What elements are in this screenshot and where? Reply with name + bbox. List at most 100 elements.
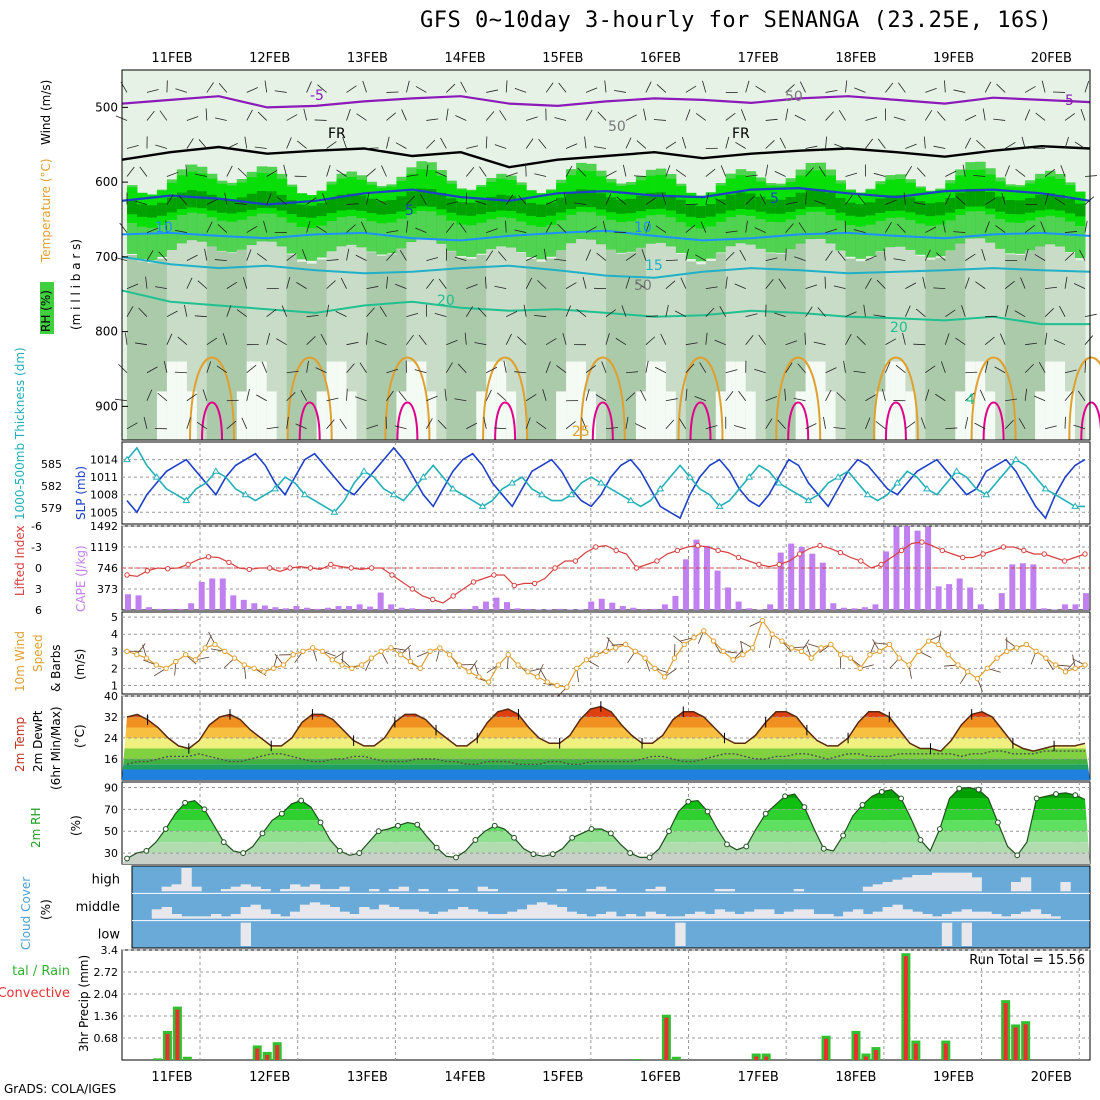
- temperature-axis-label: Temperature (°C): [39, 158, 53, 263]
- upper-wind-barb: [415, 227, 427, 233]
- wind-speed-marker: [779, 638, 785, 644]
- upper-wind-barb: [845, 333, 852, 345]
- contour-label: 50: [634, 278, 652, 294]
- cloud-cover-bar: [250, 904, 261, 919]
- cloud-cover-bar: [606, 889, 617, 892]
- isotherm-25-loop: [189, 356, 235, 441]
- rh-shade-lower: [695, 264, 707, 440]
- upper-wind-barb: [206, 82, 214, 93]
- upper-wind-barb: [895, 364, 906, 374]
- minmax-axis-label: (6hr Min/Max): [49, 707, 63, 791]
- cloud-cover-bar: [635, 916, 647, 919]
- upper-wind-barb: [226, 281, 238, 289]
- cloud-cover-bar: [645, 889, 656, 892]
- rh-shade-lower: [1065, 252, 1076, 440]
- upper-wind-barb: [426, 418, 433, 429]
- rh-marker: [704, 808, 711, 815]
- upper-wind-barb: [217, 224, 228, 233]
- precip-convective-bar: [824, 1038, 829, 1060]
- rh-marker: [685, 798, 692, 805]
- rh-marker: [665, 828, 672, 835]
- wind-speed-marker: [554, 682, 560, 689]
- upper-wind-barb: [825, 367, 837, 374]
- wind-speed-marker: [955, 662, 961, 668]
- upper-wind-barb: [945, 427, 958, 430]
- upper-wind-barb: [286, 114, 298, 121]
- cloud-cover-bar: [922, 914, 933, 919]
- upper-wind-barb: [685, 388, 688, 401]
- upper-wind-barb: [584, 136, 587, 149]
- upper-wind-barb: [286, 276, 291, 289]
- cloud-cover-bar: [418, 911, 429, 919]
- cloud-cover-bar: [813, 914, 824, 919]
- cloud-cover-bar: [290, 911, 301, 919]
- cloud-cover-bar: [280, 889, 291, 892]
- upper-wind-barb: [660, 333, 667, 345]
- upper-wind-barb: [525, 255, 538, 261]
- upper-wind-barb: [445, 362, 453, 373]
- cloud-cover-bar: [685, 914, 696, 919]
- wind-speed-marker: [798, 648, 805, 654]
- cloud-cover-bar: [961, 909, 972, 919]
- isotherm-30-loop: [787, 401, 810, 441]
- upper-wind-barb: [885, 82, 894, 93]
- upper-wind-barb: [1040, 221, 1046, 233]
- upper-wind-barb: [166, 171, 179, 177]
- rh-shade-lower: [1035, 245, 1046, 440]
- rh-marker: [762, 810, 769, 817]
- upper-wind-barb: [702, 80, 707, 93]
- cloud-cover-bar: [912, 875, 923, 892]
- upper-wind-barb: [1084, 220, 1088, 233]
- precip-conv-label: Convective: [0, 986, 70, 1001]
- isotherm-30-loop: [982, 401, 1005, 441]
- cloud-cover-bar: [655, 886, 666, 892]
- upper-wind-barb: [186, 277, 193, 289]
- cloud-cover-bar: [339, 886, 350, 892]
- upper-wind-barb: [1065, 231, 1078, 233]
- temp-color-band: [122, 738, 1090, 749]
- rh-tick-label: 50: [104, 825, 118, 838]
- upper-wind-barb: [993, 118, 1006, 121]
- rh-shade-lower: [875, 251, 886, 440]
- upper-wind-barb: [774, 170, 786, 177]
- li-tick-label: -3: [31, 541, 42, 554]
- li-axis-label: Lifted Index: [13, 525, 27, 596]
- rh-shade-band: [326, 198, 338, 214]
- thickness-marker: [952, 467, 961, 474]
- upper-wind-barb: [526, 116, 538, 121]
- wind-speed-marker: [417, 665, 423, 672]
- upper-wind-barb: [537, 280, 547, 289]
- cape-bar: [798, 546, 805, 610]
- upper-wind-barb: [976, 140, 986, 149]
- upper-wind-barb: [346, 388, 348, 401]
- upper-wind-barb: [460, 81, 467, 93]
- cloud-cover-bar: [161, 886, 173, 892]
- upper-wind-barb: [585, 226, 597, 233]
- cloud-cover-bar: [388, 889, 400, 892]
- contour-label: 5: [405, 203, 414, 219]
- cape-bar: [809, 553, 816, 610]
- cape-bar: [125, 594, 131, 610]
- upper-wind-barb: [286, 392, 296, 402]
- cape-bar: [914, 530, 921, 610]
- rh-dry-bubble: [316, 391, 328, 440]
- isotherm-25-loop: [482, 356, 529, 441]
- cape-bar: [1040, 608, 1047, 610]
- upper-wind-barb: [924, 249, 931, 261]
- cape-bar: [893, 526, 900, 610]
- rh-shade-lower: [236, 249, 248, 440]
- upper-wind-barb: [306, 197, 317, 205]
- upper-wind-barb: [246, 388, 250, 401]
- cloud-cover-bar: [230, 886, 242, 892]
- cloud-cover-bar: [408, 909, 419, 919]
- rh-shade-band: [156, 202, 168, 216]
- rh-shade-band: [546, 202, 557, 216]
- wind-speed-marker: [583, 657, 590, 663]
- lifted-index-marker: [756, 561, 762, 568]
- upper-wind-barb: [825, 89, 838, 93]
- upper-wind-barb: [777, 419, 786, 430]
- upper-wind-barb: [266, 170, 278, 177]
- wind-speed-marker: [994, 655, 1000, 661]
- cape-bar: [472, 606, 479, 610]
- upper-wind-barb: [837, 251, 846, 261]
